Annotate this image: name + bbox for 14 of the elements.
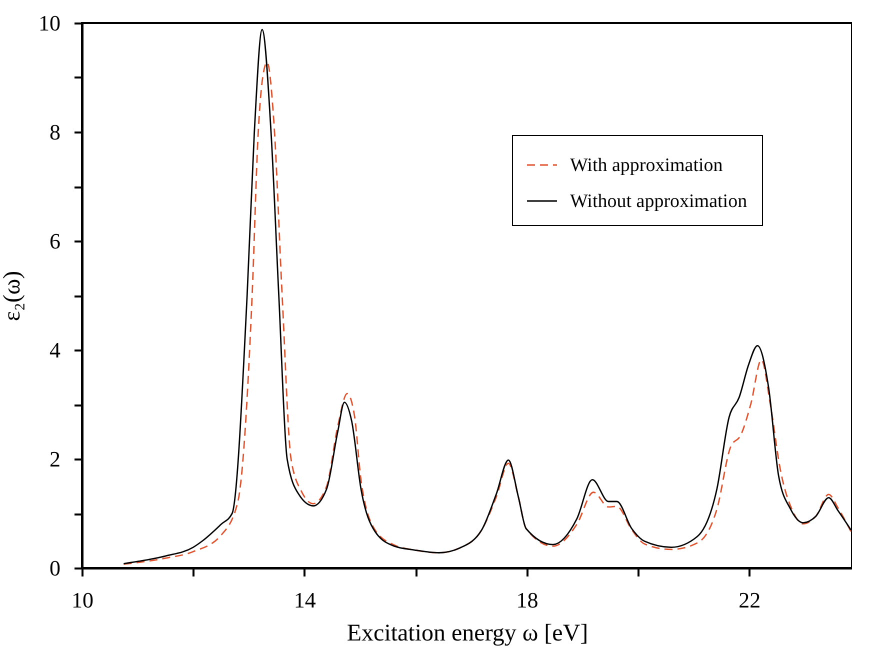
y-tick-label: 6	[50, 228, 60, 254]
legend-label: With approximation	[570, 155, 724, 176]
y-tick-label: 4	[50, 338, 60, 362]
legend-label: Without approximation	[570, 191, 748, 212]
x-axis-title: Excitation energy ω [eV]	[346, 620, 588, 646]
x-tick-label: 18	[516, 588, 538, 612]
x-tick-label: 10	[72, 588, 94, 612]
y-tick-label: 10	[38, 10, 60, 36]
y-tick-label: 2	[50, 446, 60, 472]
y-tick-label: 8	[50, 120, 60, 144]
y-axis-title: ε₂(ω)	[0, 270, 26, 322]
x-tick-label: 22	[738, 588, 761, 612]
x-tick-label: 14	[294, 588, 316, 612]
y-tick-label: 0	[50, 556, 60, 580]
